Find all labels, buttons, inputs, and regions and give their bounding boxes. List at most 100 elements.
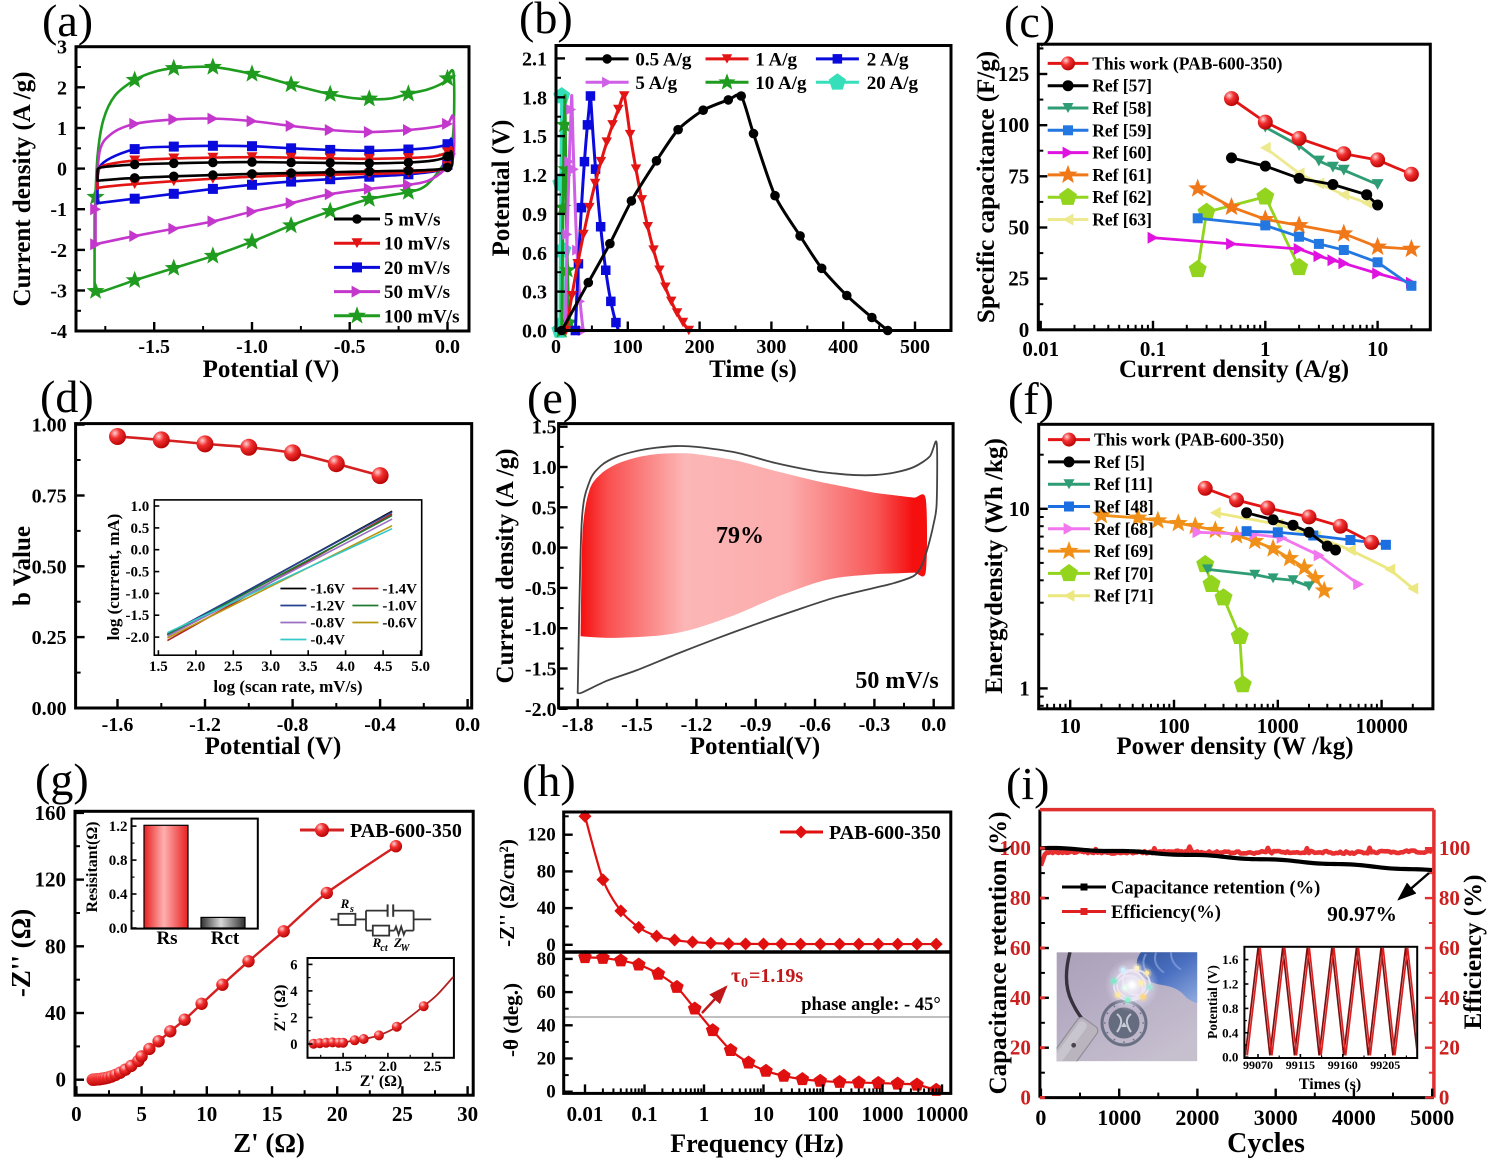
svg-text:3000: 3000 bbox=[1254, 1105, 1298, 1130]
svg-text:80: 80 bbox=[537, 861, 556, 882]
svg-text:(c): (c) bbox=[1004, 0, 1055, 47]
svg-text:20: 20 bbox=[1439, 1036, 1460, 1060]
svg-text:5: 5 bbox=[136, 1102, 147, 1126]
svg-text:60: 60 bbox=[537, 982, 556, 1003]
svg-text:100 mV/s: 100 mV/s bbox=[384, 306, 459, 327]
svg-text:This work (PAB-600-350): This work (PAB-600-350) bbox=[1092, 53, 1282, 73]
svg-text:Ref [69]: Ref [69] bbox=[1094, 541, 1154, 561]
svg-text:2.1: 2.1 bbox=[522, 48, 547, 70]
svg-text:120: 120 bbox=[527, 825, 556, 846]
svg-text:Ref [62]: Ref [62] bbox=[1092, 187, 1152, 207]
svg-text:-Z'' (Ω/cm²): -Z'' (Ω/cm²) bbox=[495, 839, 519, 947]
svg-text:-0.8V: -0.8V bbox=[310, 616, 345, 632]
svg-text:-1.5: -1.5 bbox=[621, 714, 653, 736]
svg-text:0.25: 0.25 bbox=[32, 627, 67, 649]
svg-text:2.5: 2.5 bbox=[424, 1059, 442, 1075]
svg-text:1.2: 1.2 bbox=[109, 819, 128, 835]
svg-text:-1.5: -1.5 bbox=[138, 336, 170, 358]
svg-text:Current density (A/g): Current density (A/g) bbox=[1119, 356, 1349, 383]
svg-text:Times (s): Times (s) bbox=[1299, 1076, 1361, 1093]
svg-text:Cycles: Cycles bbox=[1227, 1128, 1305, 1159]
svg-text:20 A/g: 20 A/g bbox=[867, 73, 919, 94]
svg-text:0.8: 0.8 bbox=[1222, 1001, 1239, 1016]
svg-text:100: 100 bbox=[1439, 836, 1471, 860]
svg-text:log (current, mA): log (current, mA) bbox=[104, 514, 123, 641]
svg-text:40: 40 bbox=[537, 1015, 556, 1036]
svg-text:-0.5: -0.5 bbox=[126, 565, 150, 581]
svg-text:Energydensity (Wh /kg): Energydensity (Wh /kg) bbox=[981, 438, 1008, 694]
svg-text:Ref [60]: Ref [60] bbox=[1092, 143, 1152, 163]
svg-text:ct: ct bbox=[380, 943, 388, 954]
svg-text:This work (PAB-600-350): This work (PAB-600-350) bbox=[1094, 430, 1284, 450]
svg-text:0.50: 0.50 bbox=[32, 556, 67, 578]
svg-text:(b): (b) bbox=[519, 0, 573, 43]
svg-text:Frequency (Hz): Frequency (Hz) bbox=[670, 1129, 844, 1158]
svg-text:(d): (d) bbox=[40, 371, 94, 422]
svg-text:0.0: 0.0 bbox=[522, 321, 547, 343]
svg-text:-1.2: -1.2 bbox=[189, 714, 221, 736]
svg-text:Current density (A /g): Current density (A /g) bbox=[492, 449, 519, 684]
svg-text:1.2: 1.2 bbox=[522, 165, 547, 187]
svg-text:20: 20 bbox=[1010, 1036, 1031, 1060]
svg-text:Potential(V): Potential(V) bbox=[690, 733, 821, 760]
svg-text:99070: 99070 bbox=[1243, 1058, 1273, 1072]
svg-text:-0.6V: -0.6V bbox=[382, 616, 417, 632]
svg-text:1000: 1000 bbox=[862, 1102, 904, 1126]
svg-text:Ref [57]: Ref [57] bbox=[1092, 76, 1152, 96]
svg-text:(e): (e) bbox=[527, 372, 578, 423]
svg-text:50: 50 bbox=[1008, 216, 1029, 240]
svg-text:0: 0 bbox=[546, 935, 556, 956]
svg-text:-0.9: -0.9 bbox=[740, 714, 772, 736]
svg-text:75: 75 bbox=[1008, 164, 1029, 188]
svg-text:40: 40 bbox=[537, 898, 556, 919]
svg-text:0.5: 0.5 bbox=[532, 497, 557, 519]
svg-text:-1.0: -1.0 bbox=[126, 586, 150, 602]
svg-text:25: 25 bbox=[1008, 267, 1029, 291]
svg-text:Z: Z bbox=[393, 935, 402, 950]
svg-text:1000: 1000 bbox=[1257, 714, 1299, 738]
svg-text:0.0: 0.0 bbox=[455, 714, 480, 736]
svg-text:1.2: 1.2 bbox=[1222, 977, 1238, 992]
svg-text:-1.5: -1.5 bbox=[126, 608, 150, 624]
svg-text:(h): (h) bbox=[522, 755, 576, 806]
svg-text:-1.0V: -1.0V bbox=[382, 599, 417, 615]
svg-text:200: 200 bbox=[685, 336, 715, 358]
svg-text:0.1: 0.1 bbox=[631, 1102, 657, 1126]
svg-text:80: 80 bbox=[537, 949, 556, 970]
svg-text:99115: 99115 bbox=[1286, 1058, 1315, 1072]
svg-text:Ref [61]: Ref [61] bbox=[1092, 165, 1152, 185]
svg-text:(i): (i) bbox=[1006, 758, 1049, 809]
svg-text:80: 80 bbox=[1439, 886, 1460, 910]
svg-text:-2.0: -2.0 bbox=[525, 699, 557, 721]
svg-text:Efficiency (%): Efficiency (%) bbox=[1460, 875, 1487, 1030]
svg-text:10: 10 bbox=[196, 1102, 217, 1126]
svg-text:1000: 1000 bbox=[1097, 1105, 1141, 1130]
svg-text:1 A/g: 1 A/g bbox=[755, 49, 797, 70]
svg-text:20 mV/s: 20 mV/s bbox=[384, 258, 450, 279]
svg-text:120: 120 bbox=[35, 868, 67, 892]
svg-text:100: 100 bbox=[807, 1102, 839, 1126]
svg-text:0: 0 bbox=[546, 1082, 556, 1103]
svg-text:Time (s): Time (s) bbox=[709, 356, 797, 383]
svg-text:10000: 10000 bbox=[1355, 714, 1408, 738]
svg-text:50 mV/s: 50 mV/s bbox=[855, 668, 938, 694]
svg-text:5000: 5000 bbox=[1410, 1105, 1454, 1130]
svg-text:-0.5: -0.5 bbox=[525, 578, 557, 600]
svg-text:125: 125 bbox=[998, 62, 1030, 86]
svg-text:Ref [70]: Ref [70] bbox=[1094, 563, 1154, 583]
svg-text:-0.8: -0.8 bbox=[277, 714, 309, 736]
svg-text:1.5: 1.5 bbox=[149, 659, 168, 675]
svg-text:0.5 A/g: 0.5 A/g bbox=[635, 49, 691, 70]
svg-text:10: 10 bbox=[1367, 337, 1388, 361]
svg-text:0.1: 0.1 bbox=[1140, 337, 1166, 361]
svg-text:Potential (V): Potential (V) bbox=[488, 120, 515, 257]
svg-text:s: s bbox=[349, 904, 354, 915]
svg-text:-0.4V: -0.4V bbox=[310, 633, 345, 649]
svg-text:=1.19s: =1.19s bbox=[749, 965, 803, 987]
svg-text:Ref [58]: Ref [58] bbox=[1092, 98, 1152, 118]
svg-text:2000: 2000 bbox=[1175, 1105, 1219, 1130]
svg-text:Ref [68]: Ref [68] bbox=[1094, 519, 1154, 539]
svg-text:1.0: 1.0 bbox=[532, 457, 557, 479]
svg-text:40: 40 bbox=[1439, 986, 1460, 1010]
svg-text:Ref [5]: Ref [5] bbox=[1094, 452, 1145, 472]
